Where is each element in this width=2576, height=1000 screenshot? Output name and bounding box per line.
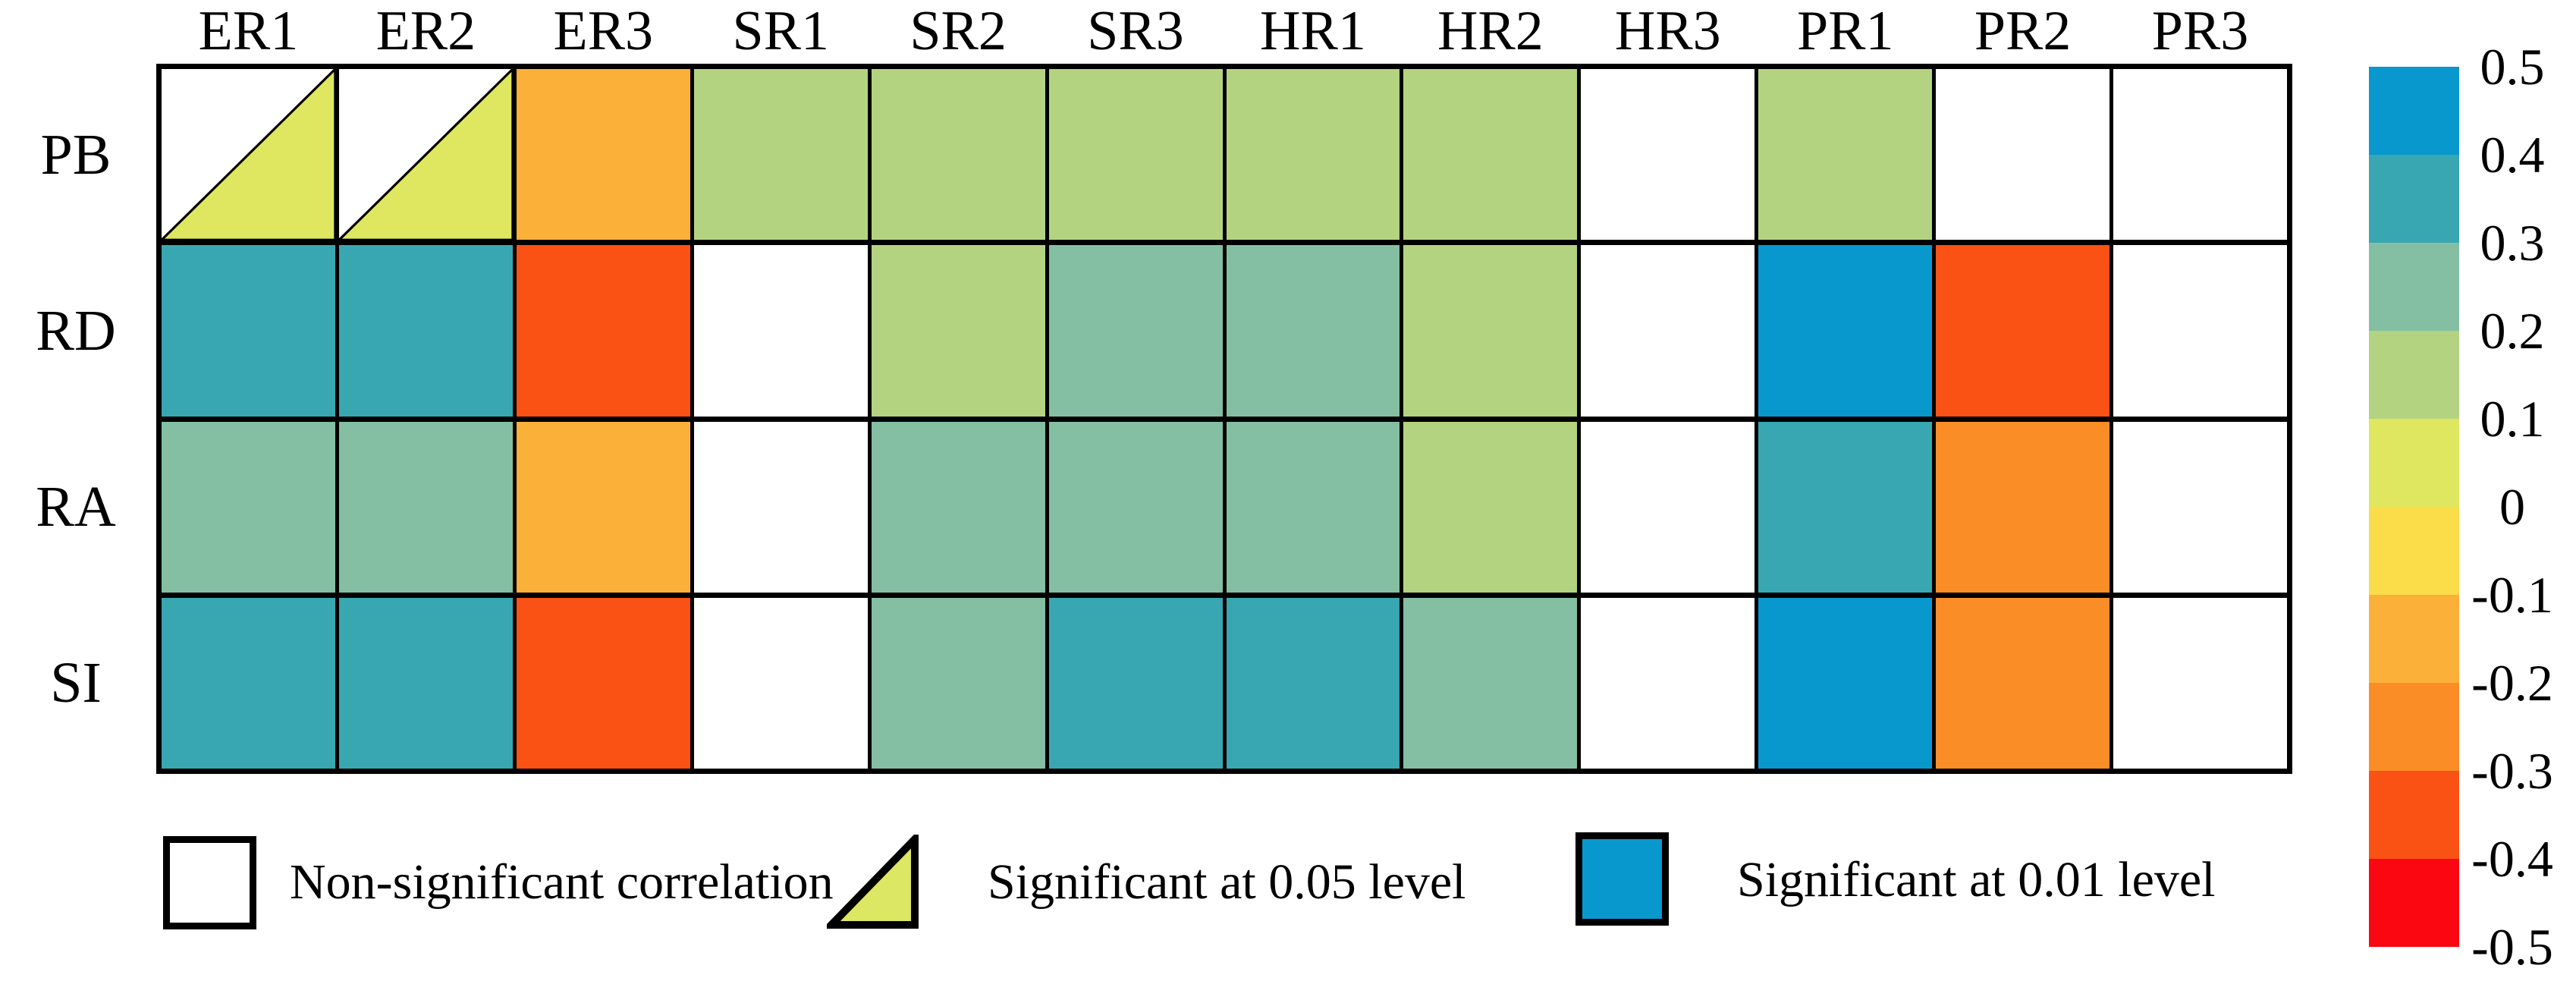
colorbar-band: [2369, 243, 2459, 331]
colorbar-tick-label: 0.2: [2480, 302, 2545, 360]
heatmap-cell-SI-SR3: [1048, 597, 1223, 769]
row-labels: PB RD RA SI: [0, 64, 152, 774]
significance-triangle: [162, 69, 335, 241]
column-header: PR1: [1796, 0, 1894, 62]
column-header: SR2: [909, 0, 1007, 62]
heatmap-cell-RA-SR1: [693, 421, 868, 593]
heatmap-cell-RD-HR1: [1226, 245, 1400, 417]
significant-01-swatch: [1575, 832, 1669, 926]
column-header: HR2: [1437, 0, 1544, 62]
column-headers: ER1 ER2 ER3 SR1 SR2 SR3 HR1 HR2 HR3 PR1 PR2 PR3: [156, 0, 2292, 61]
heatmap-cell-RD-SR1: [693, 245, 868, 417]
legend-label-non-significant: Non-significant correlation: [290, 854, 834, 910]
heatmap-cell-RA-PR1: [1758, 421, 1933, 593]
row-label: RA: [36, 475, 116, 539]
colorbar-band: [2369, 507, 2459, 595]
heatmap-cell-PB-ER1: [162, 69, 335, 241]
colorbar-band: [2369, 683, 2459, 771]
significance-triangle: [338, 69, 513, 241]
heatmap-cell-RA-PR3: [2113, 421, 2287, 593]
colorbar-tick-label: -0.5: [2471, 918, 2553, 976]
colorbar-tick-label: 0.1: [2480, 390, 2545, 448]
heatmap-cell-SI-ER2: [338, 597, 513, 769]
colorbar-tick-label: 0.3: [2480, 214, 2545, 272]
heatmap-cell-RA-ER2: [338, 421, 513, 593]
heatmap-cell-SI-PR2: [1936, 597, 2110, 769]
non-significant-swatch: [163, 836, 256, 929]
column-header: ER3: [553, 0, 654, 62]
heatmap-cell-PB-ER3: [516, 69, 690, 241]
triangle-shape: [827, 835, 919, 929]
column-header: HR3: [1614, 0, 1721, 62]
heatmap-cell-RA-HR1: [1226, 421, 1400, 593]
heatmap-cell-RD-HR2: [1403, 245, 1578, 417]
heatmap-cell-SI-HR2: [1403, 597, 1578, 769]
heatmap-cell-PB-PR1: [1758, 69, 1933, 241]
legend-label-significant-001: Significant at 0.01 level: [1737, 852, 2216, 907]
row-label: PB: [40, 122, 112, 187]
significance-triangle-icon: [827, 835, 919, 929]
heatmap-cell-SI-ER3: [516, 597, 690, 769]
heatmap-cell-RD-ER3: [516, 245, 690, 417]
heatmap-cell-PB-PR2: [1936, 69, 2110, 241]
heatmap-cell-SI-SR1: [693, 597, 868, 769]
heatmap-cell-RA-ER1: [162, 421, 335, 593]
column-header: ER2: [375, 0, 476, 62]
heatmap-cell-RD-ER2: [338, 245, 513, 417]
heatmap-cell-RD-HR3: [1581, 245, 1755, 417]
heatmap-cell-RD-PR1: [1758, 245, 1933, 417]
heatmap-cell-SI-PR3: [2113, 597, 2287, 769]
colorbar-band: [2369, 595, 2459, 683]
heatmap-cell-PB-SR1: [693, 69, 868, 241]
colorbar-band: [2369, 155, 2459, 243]
heatmap-cell-RA-HR3: [1581, 421, 1755, 593]
heatmap-cell-SI-PR1: [1758, 597, 1933, 769]
legend-label-significant-005: Significant at 0.05 level: [988, 854, 1466, 910]
colorbar-band: [2369, 67, 2459, 155]
heatmap-cell-RD-SR3: [1048, 245, 1223, 417]
colorbar-tick-label: 0.4: [2480, 126, 2545, 184]
colorbar-band: [2369, 771, 2459, 859]
heatmap-cell-PB-HR3: [1581, 69, 1755, 241]
colorbar-tick-label: -0.1: [2471, 566, 2553, 624]
heatmap-cell-SI-ER1: [162, 597, 335, 769]
column-header: PR3: [2151, 0, 2249, 62]
heatmap-cell-PB-HR1: [1226, 69, 1400, 241]
heatmap-cell-PB-ER2: [338, 69, 513, 241]
colorbar-tick-label: 0.5: [2480, 38, 2545, 96]
heatmap-cell-RD-PR2: [1936, 245, 2110, 417]
column-header: SR3: [1087, 0, 1184, 62]
colorbar-band: [2369, 419, 2459, 507]
column-header: PR2: [1974, 0, 2072, 62]
heatmap-cell-RD-PR3: [2113, 245, 2287, 417]
colorbar-band: [2369, 331, 2459, 419]
heatmap-grid: [156, 64, 2292, 774]
heatmap-cell-SI-HR1: [1226, 597, 1400, 769]
colorbar-tick-label: -0.2: [2471, 654, 2553, 712]
row-label: SI: [50, 651, 102, 715]
column-header: SR1: [732, 0, 829, 62]
heatmap-cell-SI-SR2: [871, 597, 1045, 769]
colorbar-tick-label: -0.4: [2471, 830, 2553, 888]
colorbar-tick-label: 0: [2499, 478, 2525, 536]
colorbar-tick-label: -0.3: [2471, 742, 2553, 800]
heatmap-cell-RD-ER1: [162, 245, 335, 417]
heatmap-cell-PB-SR3: [1048, 69, 1223, 241]
column-header: ER1: [198, 0, 299, 62]
heatmap-cell-RA-SR3: [1048, 421, 1223, 593]
heatmap-cell-RA-ER3: [516, 421, 690, 593]
column-header: HR1: [1260, 0, 1366, 62]
heatmap-cell-RA-SR2: [871, 421, 1045, 593]
heatmap-cell-RA-HR2: [1403, 421, 1578, 593]
heatmap-cell-PB-HR2: [1403, 69, 1578, 241]
heatmap-cell-PB-PR3: [2113, 69, 2287, 241]
row-label: RD: [36, 298, 116, 363]
heatmap-cell-SI-HR3: [1581, 597, 1755, 769]
colorbar-band: [2369, 859, 2459, 947]
heatmap-cell-RD-SR2: [871, 245, 1045, 417]
heatmap-cell-PB-SR2: [871, 69, 1045, 241]
colorbar: [2369, 67, 2459, 947]
heatmap-cell-RA-PR2: [1936, 421, 2110, 593]
